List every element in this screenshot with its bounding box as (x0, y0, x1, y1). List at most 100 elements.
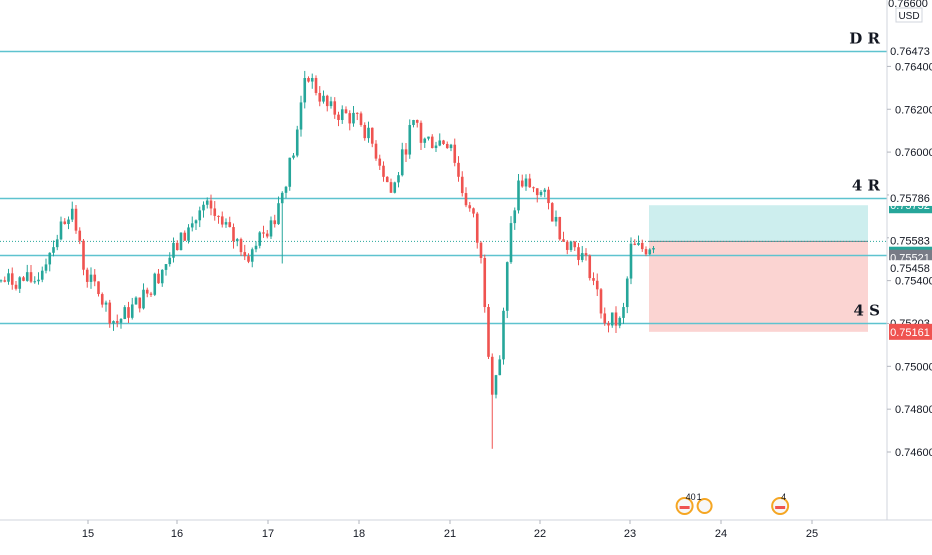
price-axis-top-label: 0.76600 (888, 0, 928, 10)
candle-body (547, 189, 550, 204)
candle-body (295, 129, 299, 156)
candle-body (378, 158, 382, 166)
candle-body (370, 127, 374, 144)
candle-body (254, 245, 258, 250)
candle-body (228, 222, 232, 228)
price-tag-near: 0.75458 (889, 260, 932, 277)
candle-body (423, 138, 427, 143)
candle-body (367, 127, 370, 139)
candle-body (325, 95, 329, 107)
candle-body (123, 307, 127, 319)
candle-body (539, 191, 543, 196)
price-tag-text: 0.75786 (890, 193, 930, 205)
candle-body (209, 200, 213, 209)
candle-body (472, 208, 475, 214)
candle-body (618, 317, 622, 326)
candle-body (464, 193, 468, 206)
level-label: 4 S (854, 302, 881, 320)
level-label: D R (849, 30, 880, 48)
candle-body (592, 278, 595, 281)
candle-body (157, 273, 160, 284)
price-tick-label: 0.74800 (895, 404, 932, 416)
candle-body (382, 165, 385, 177)
candle-body (179, 232, 183, 251)
time-tick-label: 24 (715, 528, 727, 540)
level-price-tag: 0.75786 (889, 189, 932, 206)
profit-zone (649, 205, 868, 242)
price-tag-text: 0.75583 (890, 235, 930, 247)
candle-body (562, 239, 565, 242)
candle-body (434, 145, 438, 149)
event-flag-stripe (775, 506, 786, 509)
candle-body (119, 318, 123, 323)
candle-body (78, 230, 82, 241)
candle-body (243, 252, 247, 257)
candle-body (475, 213, 479, 243)
candle-body (314, 77, 318, 93)
price-tick-label: 0.76400 (895, 61, 932, 73)
candle-body (145, 289, 149, 294)
candle-body (55, 239, 59, 248)
price-tick-label: 0.74600 (895, 447, 932, 459)
candle-body (449, 144, 453, 149)
candle-body (348, 113, 352, 124)
candle-body (213, 208, 217, 216)
price-tag-bg (889, 323, 932, 340)
candle-body (520, 180, 524, 187)
candle-body (303, 78, 307, 103)
candle-body (134, 297, 138, 305)
candle-body (235, 239, 239, 242)
candle-body (344, 109, 348, 114)
candle-body (457, 162, 460, 177)
price-tick-label: 0.76200 (895, 104, 932, 116)
candle-body (633, 243, 637, 245)
candle-body (48, 252, 52, 265)
candle-body (70, 208, 74, 220)
axes: 0.76600USD0.764000.762000.760000.758000.… (0, 0, 932, 540)
price-tag-text: 0.76473 (890, 46, 930, 58)
candle-body (652, 248, 655, 250)
candle-body (352, 112, 355, 124)
candle-body (164, 264, 168, 270)
candle-body (104, 302, 108, 305)
candle-body (599, 289, 603, 314)
candle-body (502, 310, 505, 360)
candle-body (14, 284, 18, 289)
candle-body (63, 221, 67, 224)
candle-body (318, 92, 322, 102)
candle-body (554, 216, 558, 222)
candle-body (588, 255, 592, 279)
candle-body (74, 208, 78, 231)
candle-body (389, 182, 393, 193)
candle-body (183, 232, 187, 241)
candle-body (224, 222, 228, 225)
candle-body (97, 281, 100, 295)
level-price-tag: 0.76473 (889, 42, 932, 59)
time-tick-label: 18 (353, 528, 365, 540)
candle-body (460, 176, 464, 194)
candle-body (269, 220, 273, 237)
candles (0, 70, 655, 449)
candle-body (232, 227, 235, 242)
candle-body (438, 140, 442, 146)
candle-body (100, 294, 104, 305)
candle-body (262, 232, 265, 234)
candle-body (0, 280, 3, 282)
candle-body (637, 242, 640, 245)
candle-body (239, 239, 243, 253)
level-label: 4 R (852, 177, 881, 195)
candle-body (142, 289, 145, 309)
currency-label: USD (898, 11, 919, 22)
candle-body (513, 210, 517, 224)
candle-body (640, 242, 644, 250)
event-extra-label: 1 (697, 492, 702, 502)
candle-body (138, 297, 142, 309)
candle-body (168, 257, 172, 265)
candle-body (307, 78, 310, 82)
candle-body (59, 221, 63, 240)
candle-body (408, 125, 412, 155)
candle-body (415, 119, 419, 123)
candle-body (33, 281, 37, 283)
